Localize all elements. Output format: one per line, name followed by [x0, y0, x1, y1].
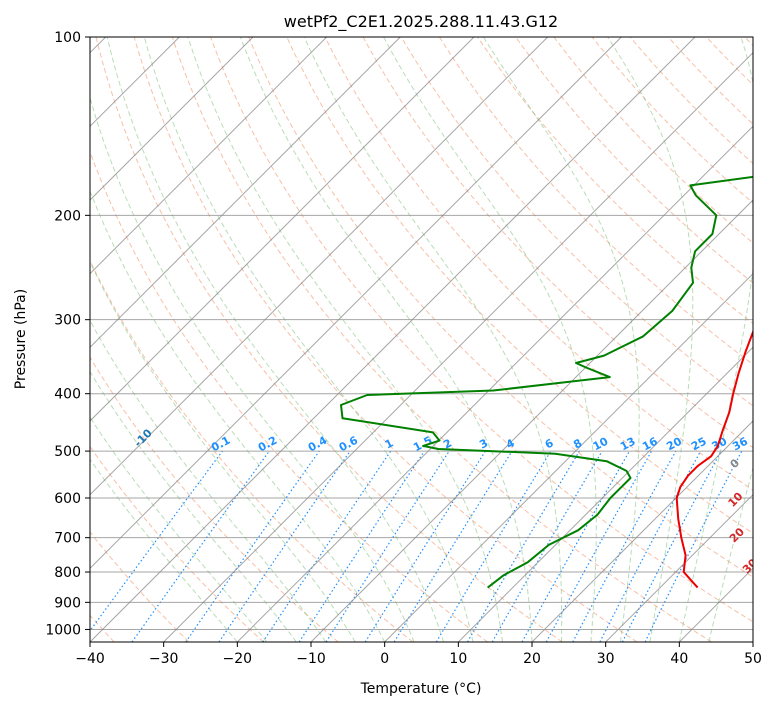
- y-tick-label: 800: [54, 565, 81, 581]
- y-tick-label: 200: [54, 208, 81, 224]
- x-tick-label: −20: [223, 651, 253, 667]
- y-tick-label: 500: [54, 444, 81, 460]
- x-tick-label: 40: [670, 651, 688, 667]
- x-tick-label: −30: [149, 651, 179, 667]
- x-tick-label: 0: [380, 651, 389, 667]
- y-tick-label: 300: [54, 313, 81, 329]
- y-tick-label: 100: [54, 30, 81, 46]
- x-tick-label: 50: [744, 651, 762, 667]
- y-axis-label: Pressure (hPa): [13, 289, 29, 389]
- chart-title: wetPf2_C2E1.2025.288.11.43.G12: [284, 12, 558, 32]
- y-tick-label: 400: [54, 387, 81, 403]
- y-tick-label: 900: [54, 595, 81, 611]
- x-tick-label: −40: [75, 651, 105, 667]
- x-tick-label: 20: [523, 651, 541, 667]
- x-axis-label: Temperature (°C): [360, 681, 482, 697]
- x-tick-label: 10: [449, 651, 467, 667]
- y-tick-label: 1000: [45, 622, 81, 638]
- y-tick-label: 600: [54, 491, 81, 507]
- y-tick-label: 700: [54, 531, 81, 547]
- x-tick-label: 30: [597, 651, 615, 667]
- x-tick-label: −10: [296, 651, 326, 667]
